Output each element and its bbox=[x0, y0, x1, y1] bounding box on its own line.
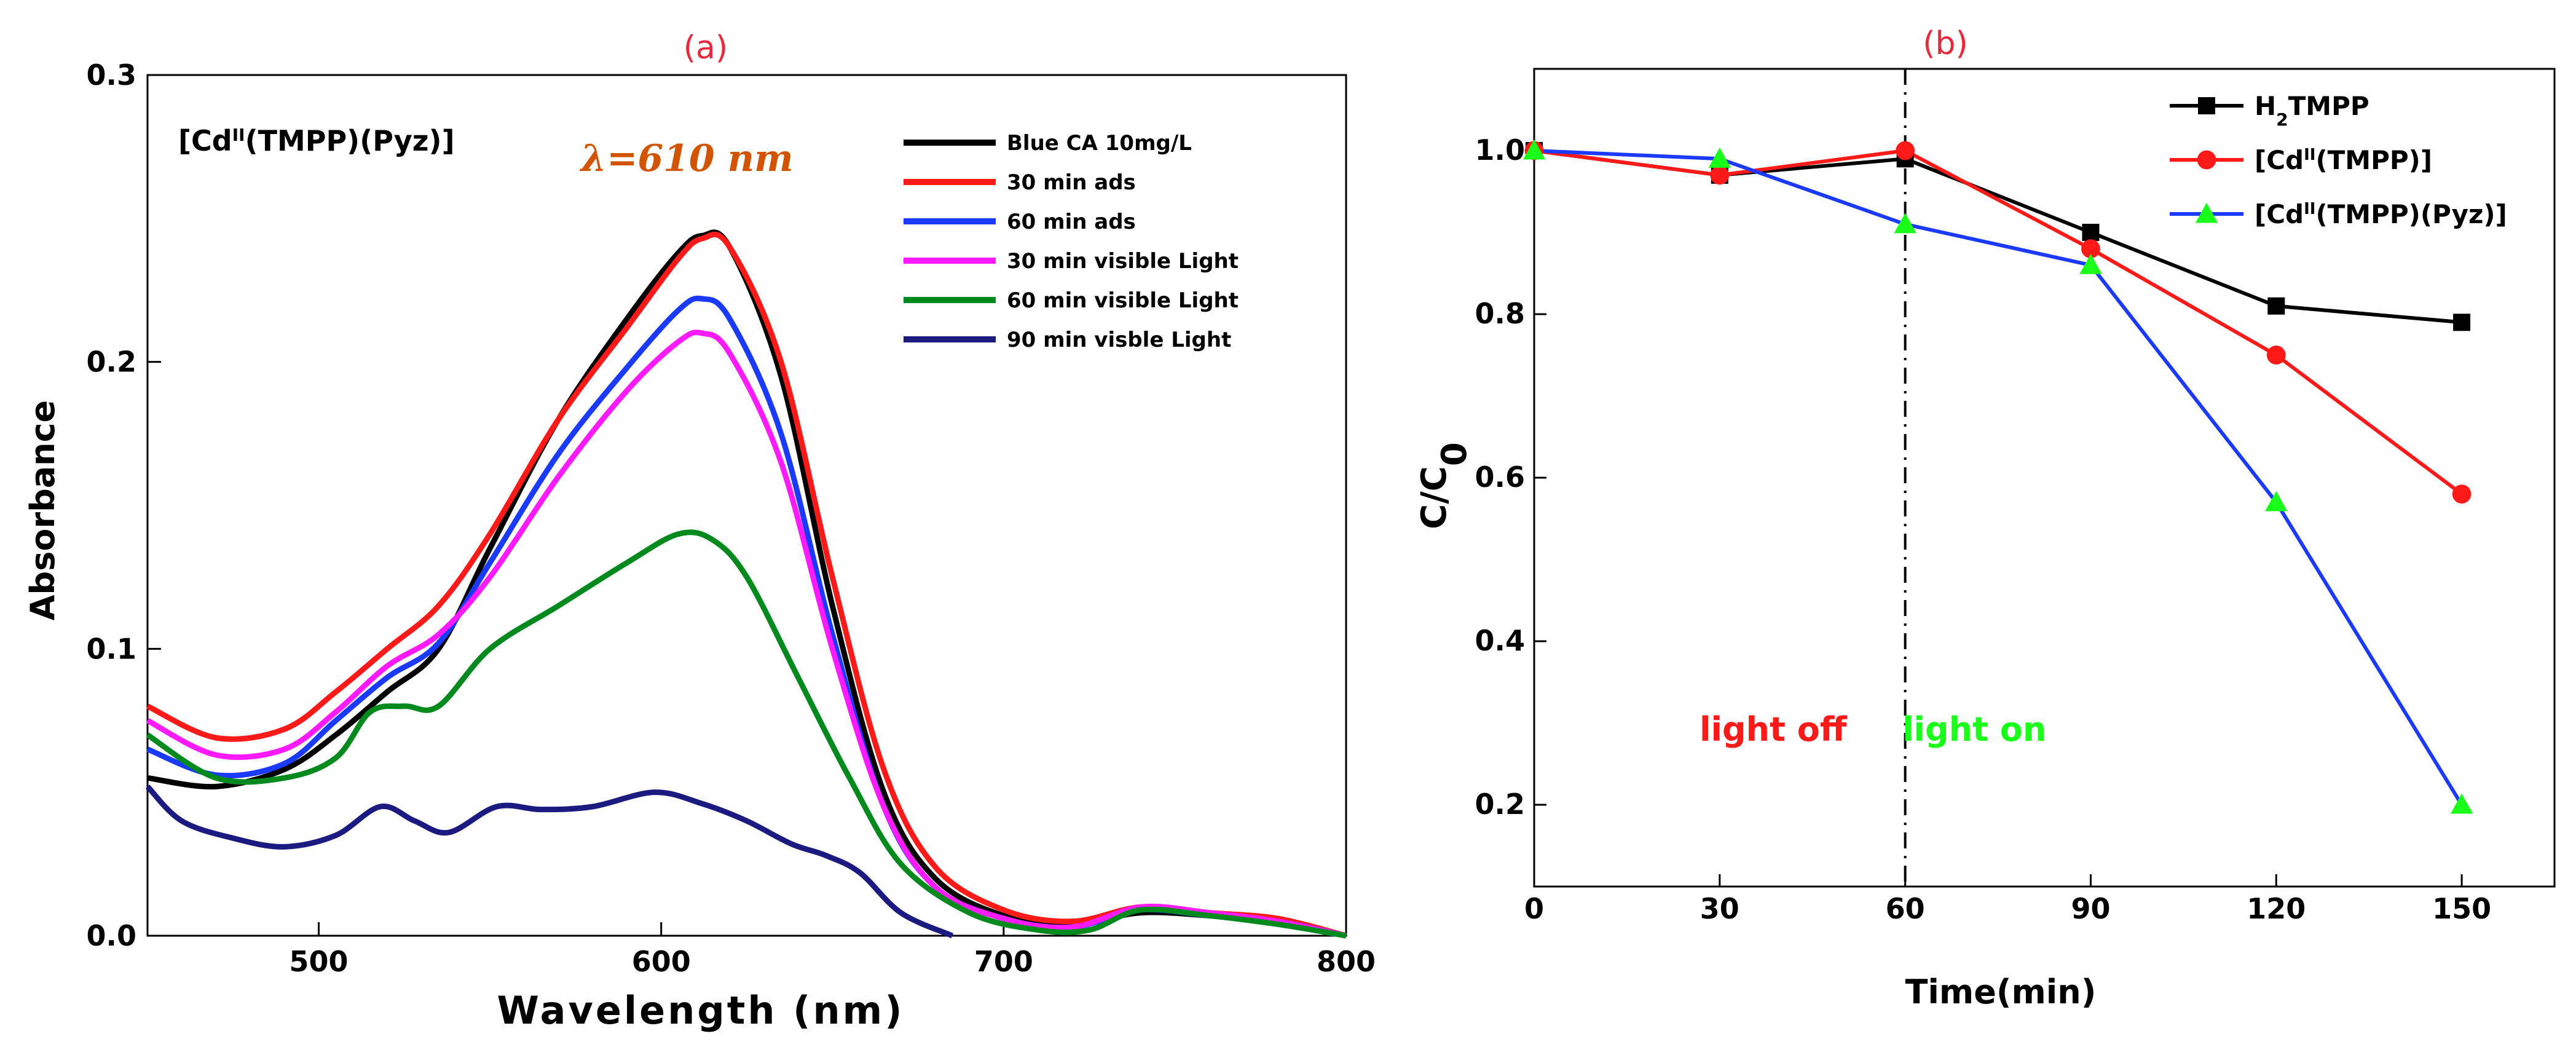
data-point-marker bbox=[1708, 148, 1731, 168]
panel-a-spectra-chart: (a) 500 600 700 800 0.0 0.1 0.2 0.3 Wavelength… bbox=[23, 30, 1376, 1033]
panel-b-y-axis-label: C/C0 bbox=[1414, 442, 1475, 529]
panel-b-light-off-label: light off bbox=[1700, 710, 1848, 749]
x-tick-label: 90 bbox=[2071, 892, 2110, 925]
x-tick-label: 800 bbox=[1317, 945, 1376, 978]
x-tick-label: 700 bbox=[974, 945, 1033, 978]
series-line bbox=[146, 231, 1347, 939]
panel-b-legend: H2TMPP [CdII(TMPP)] [CdII(TMPP)(Pyz)] bbox=[2170, 91, 2507, 229]
panel-a-compound-label: [CdII(TMPP)(Pyz)] bbox=[178, 124, 455, 157]
series-line bbox=[1534, 148, 2463, 496]
y-tick-label: 0.2 bbox=[87, 346, 137, 379]
panel-b-label: (b) bbox=[1923, 25, 1968, 62]
series-line bbox=[146, 330, 1347, 939]
panel-a-y-axis-label: Absorbance bbox=[23, 400, 62, 621]
data-point-marker bbox=[2453, 314, 2471, 331]
y-tick-label: 0.4 bbox=[1475, 624, 1526, 657]
data-point-marker bbox=[2197, 150, 2216, 170]
legend-entry: 60 min ads bbox=[1007, 210, 1136, 234]
legend-entry: 30 min ads bbox=[1007, 170, 1136, 195]
panel-a-label: (a) bbox=[683, 30, 728, 66]
data-point-marker bbox=[1522, 139, 1546, 160]
panel-a-wavelength-annotation: λ=610 nm bbox=[579, 137, 794, 180]
x-tick-label: 30 bbox=[1700, 892, 1739, 925]
panel-a-x-axis-label: Wavelength (nm) bbox=[497, 988, 904, 1033]
legend-entry: [CdII(TMPP)] bbox=[2255, 145, 2432, 175]
panel-b-light-on-label: light on bbox=[1902, 710, 2046, 749]
data-point-marker bbox=[2265, 491, 2288, 512]
y-tick-label: 0.6 bbox=[1475, 460, 1526, 494]
panel-a-plot-frame bbox=[146, 74, 1347, 937]
data-point-marker bbox=[2450, 793, 2473, 814]
legend-entry: 90 min visble Light bbox=[1007, 328, 1231, 352]
panel-a-series-lines bbox=[145, 229, 1347, 939]
legend-entry: 30 min visible Light bbox=[1007, 249, 1239, 274]
x-tick-label: 60 bbox=[1886, 892, 1925, 925]
series-line bbox=[145, 784, 954, 939]
legend-entry: Blue CA 10mg/L bbox=[1007, 131, 1192, 156]
panel-a-legend: Blue CA 10mg/L 30 min ads 60 min ads 30 min… bbox=[904, 131, 1239, 352]
data-point-marker bbox=[2198, 97, 2215, 114]
data-point-marker bbox=[1894, 213, 1916, 234]
panel-b-plot-frame bbox=[1533, 68, 2556, 888]
data-point-marker bbox=[2266, 346, 2286, 365]
y-tick-label: 0.3 bbox=[87, 58, 137, 92]
legend-entry: [CdII(TMPP)(Pyz)] bbox=[2255, 199, 2507, 229]
y-tick-label: 0.1 bbox=[87, 632, 137, 665]
series-line bbox=[1534, 149, 2462, 325]
x-tick-label: 120 bbox=[2247, 892, 2306, 925]
data-point-marker bbox=[2195, 202, 2218, 223]
data-point-marker bbox=[1710, 165, 1730, 185]
data-point-marker bbox=[2081, 239, 2100, 258]
x-tick-label: 150 bbox=[2432, 892, 2491, 925]
x-tick-label: 600 bbox=[632, 945, 691, 978]
y-tick-label: 0.8 bbox=[1475, 297, 1526, 330]
y-tick-label: 0.2 bbox=[1475, 788, 1526, 821]
panel-b-series-lines bbox=[1534, 148, 2464, 806]
series-line bbox=[146, 529, 1347, 939]
panel-b-x-ticks: 0 30 60 90 120 150 bbox=[1524, 874, 2491, 925]
series-line bbox=[1534, 149, 2464, 806]
panel-b-kinetics-chart: (b) 0 30 60 90 120 150 0.2 0.4 0.6 0.8 1.0 light … bbox=[1414, 25, 2556, 1011]
panel-b-series-markers bbox=[1522, 139, 2473, 814]
panel-b-y-ticks: 0.2 0.4 0.6 0.8 1.0 bbox=[1475, 133, 1546, 821]
y-tick-label: 0.0 bbox=[87, 919, 137, 952]
x-tick-label: 0 bbox=[1524, 892, 1544, 925]
panel-a-x-ticks: 500 600 700 800 bbox=[290, 922, 1376, 978]
data-point-marker bbox=[2452, 484, 2472, 504]
panel-b-x-axis-label: Time(min) bbox=[1905, 973, 2097, 1011]
legend-entry: H2TMPP bbox=[2255, 91, 2369, 130]
data-point-marker bbox=[1896, 141, 1915, 160]
data-point-marker bbox=[2079, 254, 2102, 274]
data-point-marker bbox=[2082, 224, 2100, 241]
x-tick-label: 500 bbox=[290, 945, 349, 978]
panel-a-y-ticks: 0.0 0.1 0.2 0.3 bbox=[87, 58, 161, 952]
legend-entry: 60 min visible Light bbox=[1007, 288, 1239, 313]
data-point-marker bbox=[2267, 297, 2285, 315]
y-tick-label: 1.0 bbox=[1475, 133, 1526, 167]
